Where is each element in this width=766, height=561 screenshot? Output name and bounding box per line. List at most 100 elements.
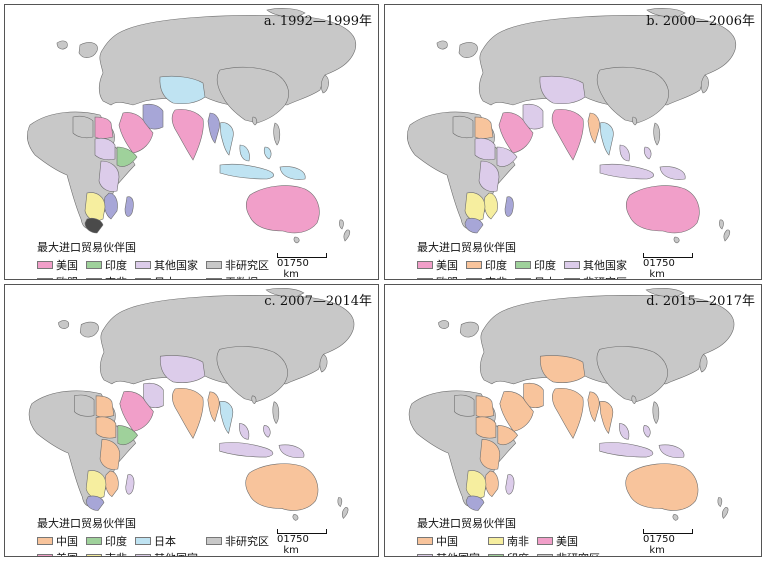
land-non-study: [438, 320, 450, 329]
region-libya: [72, 115, 94, 139]
region-sudan: [474, 137, 496, 161]
land-non-study: [645, 287, 685, 298]
scale-zero: 0: [643, 534, 650, 545]
region-indonesia: [599, 163, 655, 180]
legend: 最大进口贸易伙伴国 美国欧盟 印度南非 其他国家日本 非研究区无数据: [37, 239, 269, 279]
region-indonesia: [239, 144, 250, 162]
region-sudan: [94, 137, 116, 161]
map-c: [28, 287, 355, 521]
legend-label: 欧盟: [56, 274, 78, 279]
map-panel-c: c. 2007—2014年 最大进口贸易伙伴国 中国美国 印度南非 日本其他国家 非研…: [4, 284, 379, 557]
region-indonesia: [643, 146, 652, 160]
legend-swatch: [564, 261, 580, 269]
land-non-study: [458, 42, 478, 58]
legend-swatch: [417, 261, 433, 269]
land-non-study: [293, 236, 300, 244]
land-non-study: [342, 507, 349, 519]
land-non-study: [251, 395, 257, 405]
region-indonesia: [658, 444, 685, 458]
region-arabia: [119, 391, 154, 432]
legend-swatch: [86, 554, 102, 556]
legend-label: 中国: [436, 535, 458, 548]
region-indonesia: [278, 444, 305, 458]
legend-label: 印度: [485, 259, 507, 272]
legend-item: 中国: [37, 533, 78, 549]
land-non-study: [58, 320, 70, 329]
region-indonesia: [599, 442, 654, 458]
region-madagascar: [505, 474, 515, 495]
legend-item: 美国: [417, 257, 458, 273]
region-india: [551, 388, 584, 439]
region-indonesia: [619, 144, 630, 162]
legend-swatch: [206, 537, 222, 545]
legend-label: 美国: [436, 259, 458, 272]
region-east_africa: [98, 160, 120, 192]
legend-label: 欧盟: [436, 274, 458, 279]
region-china: [596, 346, 668, 403]
legend-label: 美国: [56, 550, 78, 556]
legend-label: 日本: [534, 274, 556, 279]
region-horn: [117, 425, 138, 446]
legend-swatch: [86, 278, 102, 279]
legend-label: 其他国家: [436, 550, 480, 556]
legend-item: 日本: [135, 274, 198, 279]
panel-title: d. 2015—2017年: [646, 294, 755, 309]
land-non-study: [273, 122, 281, 146]
land-non-study: [459, 321, 479, 338]
legend: 最大进口贸易伙伴国 中国其他国家 南非印度 美国非研究区: [417, 515, 600, 556]
region-east_africa: [479, 439, 501, 470]
region-indonesia: [263, 146, 272, 160]
region-indonesia: [239, 423, 250, 440]
land-non-study: [653, 122, 661, 146]
legend-item: 印度: [86, 257, 127, 273]
legend-swatch: [417, 278, 433, 279]
legend-item: 美国: [537, 533, 600, 549]
land-non-study: [319, 353, 328, 373]
region-sa: [85, 495, 105, 511]
legend-label: 南非: [507, 535, 529, 548]
region-sa: [464, 217, 484, 234]
region-indonesia: [219, 442, 274, 458]
map-d: [408, 287, 735, 521]
legend-item: 印度: [488, 550, 529, 556]
land-non-study: [339, 219, 344, 230]
region-sa: [84, 217, 104, 234]
legend-swatch: [564, 278, 580, 279]
region-india: [171, 388, 204, 439]
legend-swatch: [488, 537, 504, 545]
legend-swatch: [537, 554, 553, 556]
region-southern_africa: [464, 192, 486, 221]
legend-item: 非研究区: [537, 550, 600, 556]
region-indonesia: [219, 163, 275, 180]
region-sea: [219, 122, 234, 156]
land-non-study: [652, 401, 660, 424]
region-horn: [116, 146, 138, 167]
region-central_asia: [159, 75, 206, 105]
land-non-study: [646, 8, 686, 18]
legend-swatch: [466, 278, 482, 279]
legend-grid: 中国美国 印度南非 日本其他国家 非研究区: [37, 533, 269, 556]
map-panel-d: d. 2015—2017年 最大进口贸易伙伴国 中国其他国家 南非印度 美国非研究区…: [384, 284, 762, 557]
legend-item: 南非: [466, 274, 507, 279]
land-non-study: [436, 40, 448, 50]
legend-swatch: [537, 537, 553, 545]
legend-title: 最大进口贸易伙伴国: [37, 517, 136, 530]
legend-swatch: [206, 278, 222, 279]
region-southern_africa: [84, 192, 106, 221]
legend-label: 美国: [56, 259, 78, 272]
region-indonesia: [659, 166, 686, 180]
region-libya: [454, 394, 475, 417]
region-central_asia: [539, 75, 586, 105]
legend-label: 印度: [534, 259, 556, 272]
region-australia: [245, 185, 320, 234]
legend-swatch: [86, 261, 102, 269]
region-sea: [599, 122, 614, 156]
legend-item: 南非: [488, 533, 529, 549]
region-horn: [497, 425, 518, 446]
legend-item: 美国: [37, 257, 78, 273]
legend-item: 非研究区: [206, 257, 269, 273]
land-non-study: [719, 219, 724, 230]
map-panel-a: a. 1992—1999年 最大进口贸易伙伴国 美国欧盟 印度南非 其他国家日本 非研…: [4, 4, 379, 280]
region-sudan: [95, 416, 117, 439]
land-non-study: [78, 42, 98, 58]
